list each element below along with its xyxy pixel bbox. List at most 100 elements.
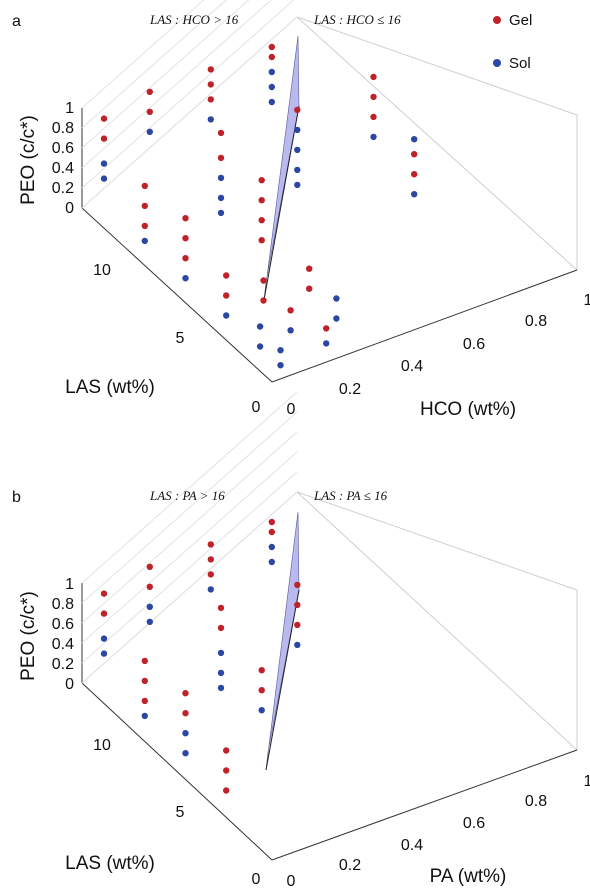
grid-line <box>81 471 298 664</box>
sol-point <box>182 275 189 282</box>
gel-point <box>258 217 265 224</box>
sol-point <box>182 750 189 757</box>
x-tick-labels: 0 0.2 0.4 0.6 0.8 1 <box>287 773 590 888</box>
x-axis-title: PA (wt%) <box>430 866 507 887</box>
x-axis-title: HCO (wt%) <box>420 399 516 420</box>
x-tick-label: 0.6 <box>463 336 485 353</box>
gel-point <box>294 581 301 589</box>
gel-point <box>258 237 265 244</box>
gel-point <box>141 657 148 665</box>
sol-point <box>411 136 418 143</box>
gel-point <box>268 53 275 61</box>
grid-line <box>81 391 298 584</box>
gel-point <box>146 583 153 590</box>
box-frame <box>81 16 578 272</box>
gel-point <box>182 215 189 222</box>
sol-point <box>100 635 108 642</box>
gel-point <box>411 171 418 178</box>
sol-point <box>268 558 275 566</box>
sol-point <box>207 586 214 593</box>
sol-point <box>217 174 225 182</box>
gel-point <box>258 667 265 674</box>
x-tick-label: 0.4 <box>401 837 423 854</box>
sol-point <box>217 649 225 657</box>
gel-point <box>294 621 301 629</box>
z-tick-label: 1 <box>65 576 74 593</box>
sol-point <box>333 315 340 322</box>
gel-point <box>370 93 377 101</box>
y-tick-label: 5 <box>176 804 185 821</box>
sol-point <box>100 160 108 167</box>
gel-point <box>306 265 313 272</box>
gel-point <box>258 197 265 204</box>
sol-point <box>258 707 265 714</box>
y-tick-label: 0 <box>252 871 261 888</box>
gel-point <box>294 106 301 114</box>
axis-lines <box>81 108 578 383</box>
grid-line <box>81 16 298 209</box>
z-tick-label: 0.6 <box>52 616 74 633</box>
x-tick-labels: 0 0.2 0.4 0.6 0.8 1 <box>287 292 590 418</box>
grid-line <box>81 0 272 169</box>
grid-line <box>81 0 295 189</box>
gel-point <box>141 222 148 230</box>
gel-point <box>268 43 275 51</box>
sol-point <box>217 669 225 677</box>
z-tick-label: 0.4 <box>52 636 74 653</box>
sol-point <box>217 194 225 202</box>
scatter-points <box>100 43 418 369</box>
sol-point <box>256 343 264 350</box>
grid-line <box>81 0 205 109</box>
sol-point <box>294 181 301 189</box>
sol-point <box>146 603 153 610</box>
sol-point <box>294 146 301 154</box>
sol-point <box>370 133 377 141</box>
sol-point <box>141 237 148 245</box>
x-tick-label: 0.6 <box>463 815 485 832</box>
sol-point <box>268 98 275 106</box>
x-tick-label: 0.2 <box>339 857 361 874</box>
z-tick-label: 0.4 <box>52 160 74 177</box>
panel-label: b <box>12 489 21 506</box>
gel-point <box>370 73 377 81</box>
z-tick-label: 0 <box>65 200 74 217</box>
gel-point <box>100 135 108 142</box>
z-tick-label: 0.6 <box>52 140 74 157</box>
x-tick-label: 1 <box>584 292 590 309</box>
gel-point <box>306 285 313 292</box>
sol-point <box>333 295 340 302</box>
y-tick-labels: 0 5 10 <box>93 737 260 888</box>
gel-point <box>260 277 267 284</box>
sol-point <box>100 175 108 182</box>
gel-point <box>223 292 230 299</box>
sol-point <box>223 312 230 319</box>
gel-point <box>287 307 294 314</box>
gel-point <box>207 81 214 88</box>
sol-point <box>182 730 189 737</box>
sol-point <box>287 327 294 334</box>
x-tick-label: 1 <box>584 773 590 790</box>
gel-point <box>146 563 153 570</box>
sol-point <box>141 712 148 720</box>
legend-label-sol: Sol <box>509 55 531 72</box>
z-tick-label: 1 <box>65 100 74 117</box>
grid-line <box>81 0 227 129</box>
gel-point <box>268 518 275 526</box>
sol-point <box>277 362 284 369</box>
gel-point <box>141 202 148 210</box>
gel-point <box>411 151 418 158</box>
gel-point <box>100 610 108 617</box>
z-tick-label: 0.2 <box>52 656 74 673</box>
y-tick-labels: 0 5 10 <box>93 262 260 416</box>
sol-point <box>217 209 225 217</box>
x-tick-label: 0 <box>287 873 296 888</box>
gel-point <box>223 787 230 794</box>
legend-marker-sol <box>493 59 501 67</box>
plane-edge <box>265 589 300 771</box>
x-tick-label: 0.2 <box>339 381 361 398</box>
sol-point <box>323 340 330 347</box>
gel-point <box>217 154 225 162</box>
x-tick-label: 0 <box>287 401 296 418</box>
sol-point <box>256 323 264 330</box>
gel-point <box>146 108 153 116</box>
